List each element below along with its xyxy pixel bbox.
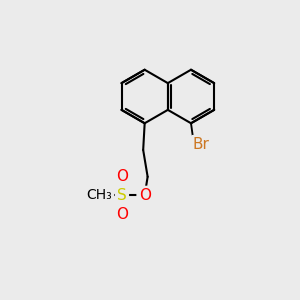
Text: Br: Br [193, 137, 210, 152]
Text: CH₃: CH₃ [86, 188, 112, 203]
Text: O: O [116, 207, 128, 222]
Text: O: O [116, 169, 128, 184]
Text: O: O [139, 188, 151, 203]
Text: S: S [117, 188, 127, 203]
